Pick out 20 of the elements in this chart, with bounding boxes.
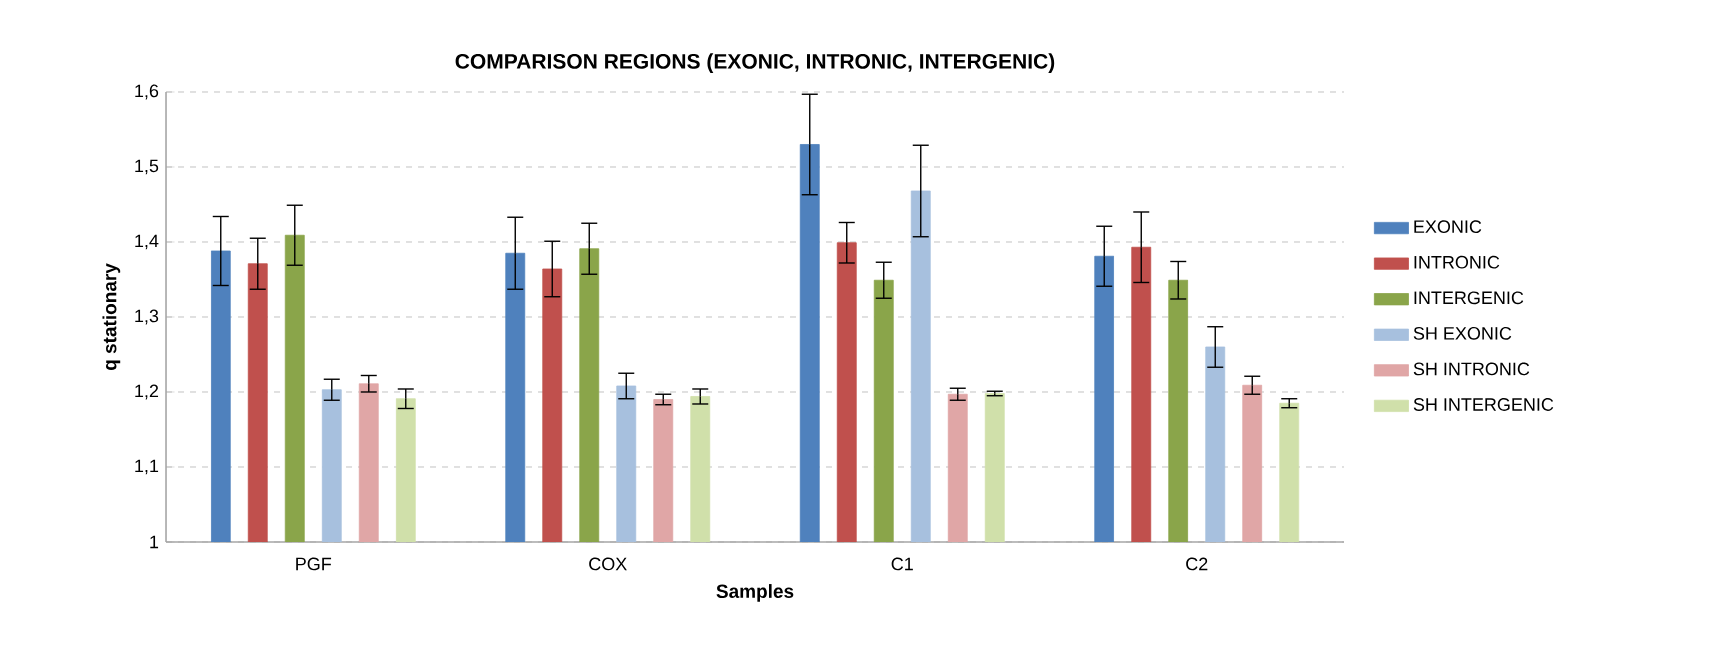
- legend-label: SH INTRONIC: [1413, 362, 1530, 376]
- legend-label: EXONIC: [1414, 220, 1482, 234]
- y-tick-label: 1,3: [135, 309, 159, 325]
- y-tick-label: 1,5: [135, 159, 159, 175]
- legend-label: SH INTERGENIC: [1413, 398, 1554, 411]
- chart-title: COMPARISON REGIONS (EXONIC, INTRONIC, INTERGENIC): [455, 53, 1055, 73]
- y-axis-title: q stationary: [102, 263, 121, 371]
- legend-label: INTERGENIC: [1414, 291, 1524, 305]
- y-tick-label: 1: [150, 535, 159, 549]
- y-tick-label: 1,6: [135, 84, 159, 100]
- x-tick-label: PGF: [296, 557, 332, 571]
- y-tick-label: 1,4: [135, 234, 159, 250]
- legend-label: SH EXONIC: [1413, 326, 1512, 340]
- x-tick-label: COX: [589, 557, 627, 571]
- y-tick-label: 1,1: [135, 459, 159, 475]
- x-tick-label: C2: [1186, 557, 1208, 571]
- y-tick-label: 1,2: [135, 384, 159, 400]
- legend-label: INTRONIC: [1414, 255, 1500, 269]
- x-axis-title: Samples: [716, 584, 794, 602]
- x-tick-label: C1: [891, 557, 913, 571]
